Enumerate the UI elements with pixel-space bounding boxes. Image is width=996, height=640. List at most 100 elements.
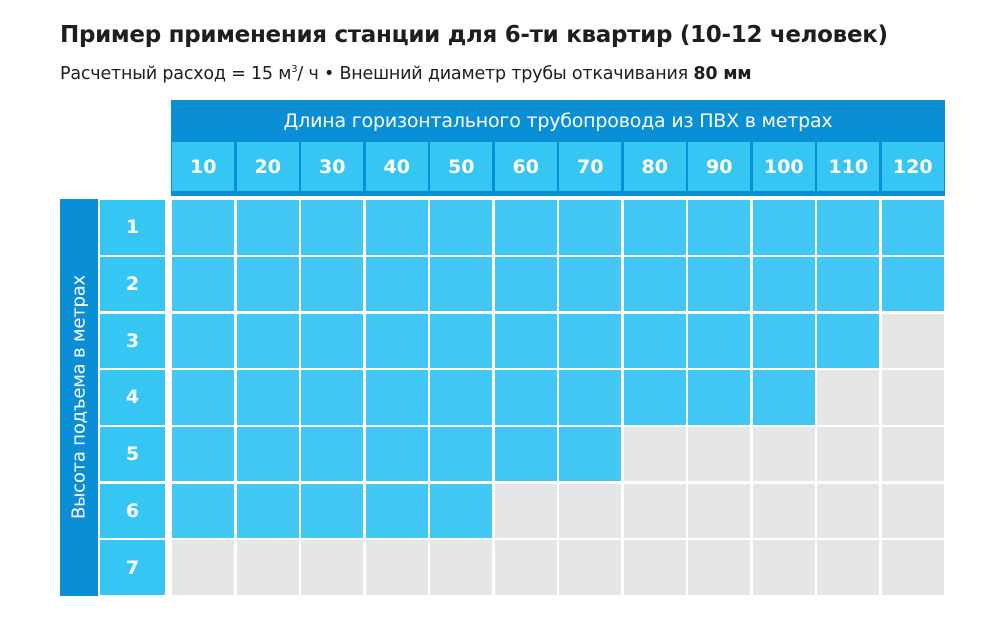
allowed-cell <box>236 426 299 482</box>
allowed-cell <box>365 256 428 312</box>
allowed-cell <box>172 426 235 482</box>
row-header: 1 <box>100 200 165 255</box>
allowed-cell <box>881 256 944 312</box>
not-allowed-cell <box>365 540 428 595</box>
column-header: 30 <box>301 142 364 191</box>
not-allowed-cell <box>752 540 815 595</box>
column-header: 40 <box>365 142 428 191</box>
allowed-cell <box>881 200 944 255</box>
allowed-cell <box>236 200 299 255</box>
allowed-cell <box>172 483 235 539</box>
not-allowed-cell <box>817 540 880 595</box>
allowed-cell <box>172 256 235 312</box>
row-header: 7 <box>100 540 165 595</box>
allowed-cell <box>817 256 880 312</box>
allowed-cell <box>236 313 299 368</box>
row-header: 3 <box>100 313 165 368</box>
not-allowed-cell <box>688 483 751 539</box>
not-allowed-cell <box>817 426 880 482</box>
allowed-cell <box>365 200 428 255</box>
allowed-cell <box>494 256 557 312</box>
subtitle-separator: • <box>318 64 340 84</box>
not-allowed-cell <box>559 483 622 539</box>
allowed-cell <box>688 313 751 368</box>
not-allowed-cell <box>688 426 751 482</box>
not-allowed-cell <box>494 540 557 595</box>
allowed-cell <box>623 256 686 312</box>
not-allowed-cell <box>881 370 944 425</box>
allowed-cell <box>494 370 557 425</box>
not-allowed-cell <box>881 483 944 539</box>
allowed-cell <box>688 200 751 255</box>
row-header: 6 <box>100 483 165 539</box>
allowed-cell <box>430 256 493 312</box>
allowed-cell <box>494 426 557 482</box>
allowed-cell <box>752 370 815 425</box>
x-axis-title: Длина горизонтального трубопровода из ПВ… <box>283 110 833 132</box>
allowed-cell <box>688 256 751 312</box>
allowed-cell <box>365 370 428 425</box>
allowed-cell <box>365 313 428 368</box>
allowed-cell <box>236 370 299 425</box>
allowed-cell <box>817 200 880 255</box>
side-band <box>60 199 98 596</box>
y-axis-title: Высота подъема в метрах <box>68 274 90 520</box>
column-header: 80 <box>623 142 686 191</box>
diameter-value: 80 мм <box>693 64 752 84</box>
not-allowed-cell <box>494 483 557 539</box>
allowed-cell <box>236 483 299 539</box>
allowed-cell <box>365 483 428 539</box>
allowed-cell <box>559 313 622 368</box>
column-header: 50 <box>430 142 493 191</box>
allowed-cell <box>752 313 815 368</box>
allowed-cell <box>301 313 364 368</box>
not-allowed-cell <box>236 540 299 595</box>
column-header: 60 <box>494 142 557 191</box>
allowed-cell <box>623 200 686 255</box>
allowed-cell <box>817 313 880 368</box>
not-allowed-cell <box>688 540 751 595</box>
allowed-cell <box>752 200 815 255</box>
column-header: 20 <box>236 142 299 191</box>
not-allowed-cell <box>881 426 944 482</box>
not-allowed-cell <box>752 483 815 539</box>
row-header: 5 <box>100 426 165 482</box>
allowed-cell <box>623 313 686 368</box>
allowed-cell <box>559 426 622 482</box>
allowed-cell <box>301 370 364 425</box>
allowed-cell <box>623 370 686 425</box>
diameter-label: Внешний диаметр трубы откачивания <box>339 64 694 84</box>
allowed-cell <box>559 200 622 255</box>
row-header: 2 <box>100 256 165 312</box>
allowed-cell <box>430 313 493 368</box>
not-allowed-cell <box>172 540 235 595</box>
not-allowed-cell <box>430 540 493 595</box>
not-allowed-cell <box>301 540 364 595</box>
column-header: 100 <box>752 142 815 191</box>
not-allowed-cell <box>881 313 944 368</box>
allowed-cell <box>301 200 364 255</box>
column-header: 70 <box>559 142 622 191</box>
allowed-cell <box>752 256 815 312</box>
row-header: 4 <box>100 370 165 425</box>
column-header: 110 <box>817 142 880 191</box>
allowed-cell <box>301 426 364 482</box>
subtitle: Расчетный расход = 15 м3/ ч • Внешний ди… <box>60 64 752 84</box>
not-allowed-cell <box>752 426 815 482</box>
allowed-cell <box>430 483 493 539</box>
column-header: 10 <box>172 142 235 191</box>
flow-label: Расчетный расход = 15 м <box>60 64 292 84</box>
not-allowed-cell <box>817 483 880 539</box>
allowed-cell <box>494 313 557 368</box>
flow-unit-superscript: 3 <box>291 64 298 76</box>
allowed-cell <box>172 200 235 255</box>
not-allowed-cell <box>881 540 944 595</box>
not-allowed-cell <box>817 370 880 425</box>
page-title: Пример применения станции для 6-ти кварт… <box>60 22 888 48</box>
allowed-cell <box>430 426 493 482</box>
not-allowed-cell <box>623 483 686 539</box>
allowed-cell <box>236 256 299 312</box>
not-allowed-cell <box>559 540 622 595</box>
column-header: 90 <box>688 142 751 191</box>
